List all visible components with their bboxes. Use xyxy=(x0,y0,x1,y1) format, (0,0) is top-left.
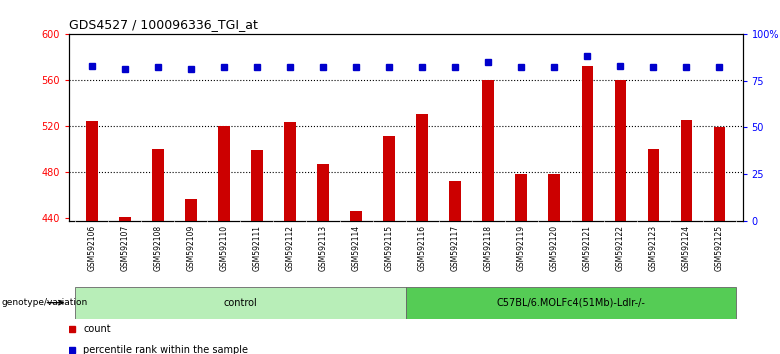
Bar xyxy=(548,174,560,221)
Text: GSM592115: GSM592115 xyxy=(385,224,394,271)
Bar xyxy=(86,121,98,221)
Bar xyxy=(516,174,527,221)
Text: GSM592113: GSM592113 xyxy=(318,224,328,271)
Text: GSM592120: GSM592120 xyxy=(550,224,558,271)
Bar xyxy=(152,149,164,221)
Bar xyxy=(185,199,197,221)
Bar xyxy=(119,217,130,221)
Text: C57BL/6.MOLFc4(51Mb)-Ldlr-/-: C57BL/6.MOLFc4(51Mb)-Ldlr-/- xyxy=(496,298,645,308)
Text: GSM592122: GSM592122 xyxy=(616,224,625,270)
Bar xyxy=(251,150,263,221)
Text: GSM592125: GSM592125 xyxy=(715,224,724,271)
Text: GSM592111: GSM592111 xyxy=(253,224,261,270)
Text: GSM592109: GSM592109 xyxy=(186,224,195,271)
Text: GSM592116: GSM592116 xyxy=(417,224,427,271)
Text: GSM592121: GSM592121 xyxy=(583,224,592,270)
Text: GSM592108: GSM592108 xyxy=(154,224,162,271)
Bar xyxy=(681,120,692,221)
Text: count: count xyxy=(83,324,111,334)
Bar xyxy=(482,80,494,221)
Bar xyxy=(647,149,659,221)
Bar xyxy=(449,181,461,221)
Bar xyxy=(615,80,626,221)
Bar xyxy=(417,114,428,221)
Text: control: control xyxy=(224,298,257,308)
Bar xyxy=(582,66,593,221)
Text: percentile rank within the sample: percentile rank within the sample xyxy=(83,346,249,354)
Text: GSM592114: GSM592114 xyxy=(352,224,360,271)
Bar xyxy=(350,211,362,221)
Text: GSM592112: GSM592112 xyxy=(285,224,295,270)
Text: GSM592124: GSM592124 xyxy=(682,224,691,271)
Bar xyxy=(383,136,395,221)
Bar xyxy=(218,126,229,221)
Text: GSM592119: GSM592119 xyxy=(516,224,526,271)
Bar xyxy=(284,122,296,221)
Text: GSM592110: GSM592110 xyxy=(219,224,229,271)
Bar xyxy=(317,164,329,221)
Text: GSM592118: GSM592118 xyxy=(484,224,493,270)
Bar xyxy=(714,127,725,221)
Text: GSM592117: GSM592117 xyxy=(451,224,459,271)
Bar xyxy=(75,287,406,319)
Text: GSM592107: GSM592107 xyxy=(120,224,129,271)
Bar xyxy=(406,287,736,319)
Text: GSM592123: GSM592123 xyxy=(649,224,658,271)
Text: GDS4527 / 100096336_TGI_at: GDS4527 / 100096336_TGI_at xyxy=(69,18,257,31)
Text: genotype/variation: genotype/variation xyxy=(2,298,87,307)
Text: GSM592106: GSM592106 xyxy=(87,224,96,271)
